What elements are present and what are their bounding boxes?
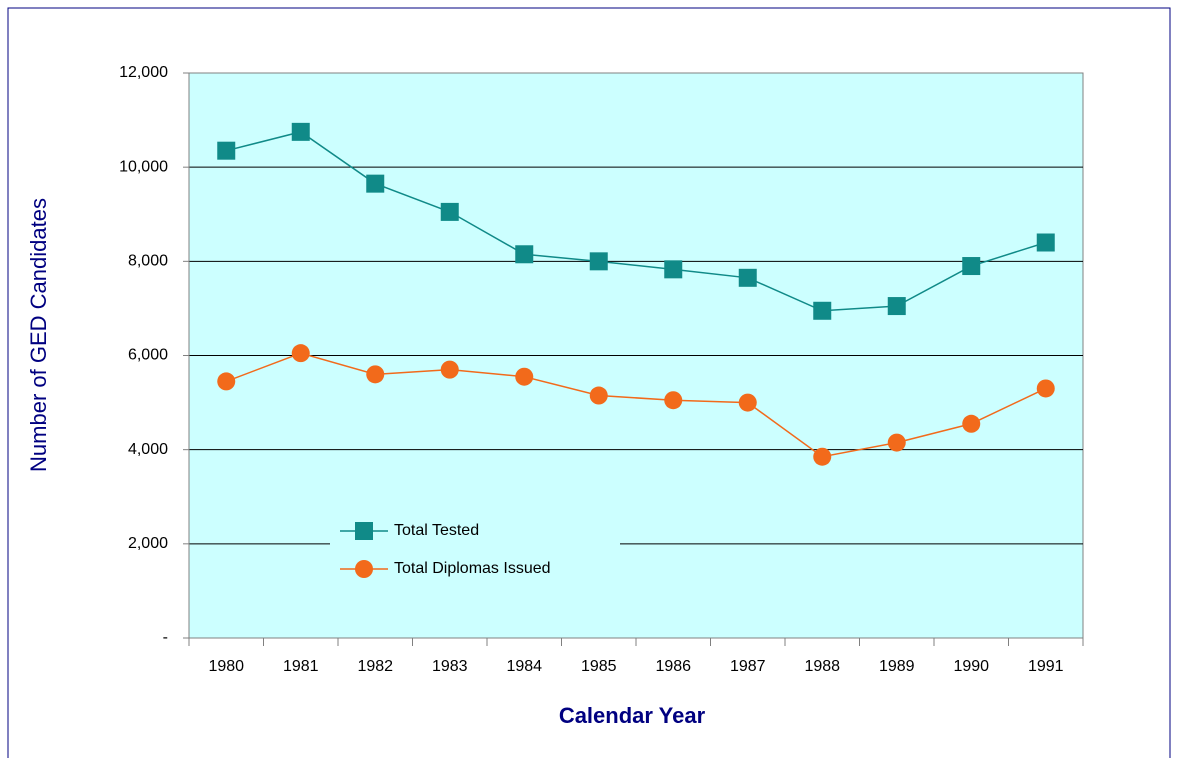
legend-label: Total Diplomas Issued [394,560,551,577]
y-tick-label: 10,000 [119,158,168,175]
data-point [589,386,608,405]
data-point [440,202,459,221]
data-point [887,433,906,452]
x-tick-label: 1984 [506,658,542,675]
x-tick-label: 1988 [804,658,840,675]
data-point [738,268,757,287]
legend-box [330,512,620,592]
data-point [813,447,832,466]
data-point [589,252,608,271]
y-tick-label: 2,000 [128,535,168,552]
x-axis-title: Calendar Year [559,703,706,728]
data-point [1036,379,1055,398]
legend-marker [355,560,373,578]
x-tick-label: 1991 [1028,658,1064,675]
y-tick-label: 12,000 [119,64,168,81]
data-point [366,365,385,384]
data-point [291,122,310,141]
y-tick-label: - [163,629,168,646]
data-point [217,372,236,391]
data-point [217,141,236,160]
data-point [962,414,981,433]
data-point [515,367,534,386]
x-tick-label: 1985 [581,658,617,675]
series-line [226,131,1046,312]
legend-label: Total Tested [394,522,479,539]
data-point [664,391,683,410]
data-point [440,360,459,379]
data-point [813,301,832,320]
data-point [962,257,981,276]
x-tick-label: 1987 [730,658,766,675]
data-point [887,297,906,316]
x-tick-label: 1980 [208,658,244,675]
x-tick-label: 1982 [357,658,393,675]
series-line [225,352,1047,458]
data-point [738,393,757,412]
y-tick-label: 8,000 [128,253,168,270]
y-tick-label: 6,000 [128,347,168,364]
data-point [664,260,683,279]
data-point [515,245,534,264]
data-point [1036,233,1055,252]
x-tick-label: 1986 [655,658,691,675]
y-tick-label: 4,000 [128,441,168,458]
data-point [366,174,385,193]
legend-marker [355,522,373,540]
x-tick-label: 1981 [283,658,319,675]
x-tick-label: 1990 [953,658,989,675]
data-point [291,344,310,363]
x-tick-label: 1989 [879,658,915,675]
y-axis-title: Number of GED Candidates [26,198,51,472]
x-tick-label: 1983 [432,658,468,675]
